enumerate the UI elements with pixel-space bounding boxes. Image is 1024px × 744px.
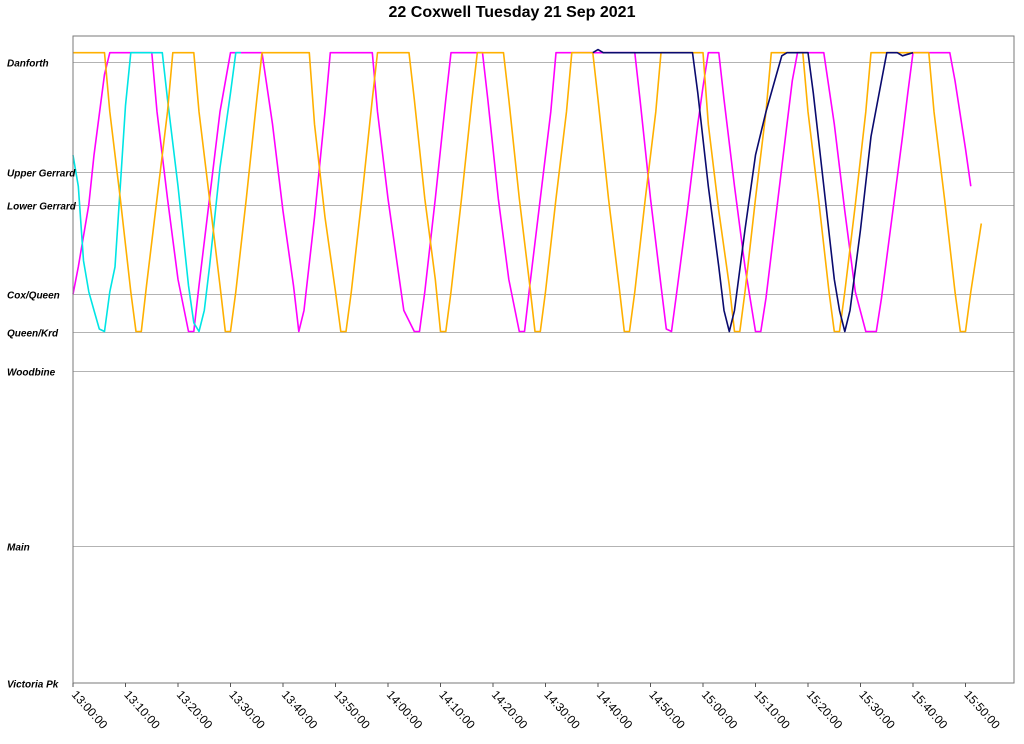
x-tick-label: 14:10:00 xyxy=(436,688,478,732)
x-tick-label: 14:30:00 xyxy=(541,688,583,732)
label-layer: Danforth Upper Gerrard Lower Gerrard Cox/Qu… xyxy=(7,59,1003,732)
x-tick-label: 13:40:00 xyxy=(279,688,321,732)
x-tick-label: 15:00:00 xyxy=(699,688,741,732)
stop-label: Upper Gerrard xyxy=(7,169,76,180)
stop-label: Woodbine xyxy=(7,368,56,379)
x-tick-label: 13:50:00 xyxy=(331,688,373,732)
stop-label: Victoria Pk xyxy=(7,680,59,691)
stop-label: Queen/Krd xyxy=(7,329,59,340)
x-tick-label: 13:30:00 xyxy=(226,688,268,732)
stop-label: Main xyxy=(7,543,30,554)
x-tick-label: 14:20:00 xyxy=(489,688,531,732)
stop-label: Lower Gerrard xyxy=(7,202,77,213)
x-tick-label: 13:00:00 xyxy=(69,688,111,732)
series-line-1 xyxy=(72,51,972,333)
axis-layer xyxy=(72,35,1015,687)
plot-frame xyxy=(72,35,1015,684)
stop-label: Cox/Queen xyxy=(7,291,60,302)
series-layer xyxy=(72,48,983,333)
x-tick-label: 13:10:00 xyxy=(121,688,163,732)
x-tick-label: 14:40:00 xyxy=(594,688,636,732)
chart-title: 22 Coxwell Tuesday 21 Sep 2021 xyxy=(388,4,636,21)
x-tick-label: 14:00:00 xyxy=(384,688,426,732)
stop-label: Danforth xyxy=(7,59,49,70)
x-tick-label: 15:50:00 xyxy=(961,688,1003,732)
x-tick-label: 15:40:00 xyxy=(909,688,951,732)
x-tick-label: 15:20:00 xyxy=(804,688,846,732)
x-tick-label: 15:10:00 xyxy=(751,688,793,732)
x-tick-label: 14:50:00 xyxy=(646,688,688,732)
x-tick-label: 13:20:00 xyxy=(174,688,216,732)
series-line-3 xyxy=(73,51,983,333)
x-tick-label: 15:30:00 xyxy=(856,688,898,732)
series-line-2 xyxy=(72,51,241,333)
series-line-4 xyxy=(592,48,914,333)
